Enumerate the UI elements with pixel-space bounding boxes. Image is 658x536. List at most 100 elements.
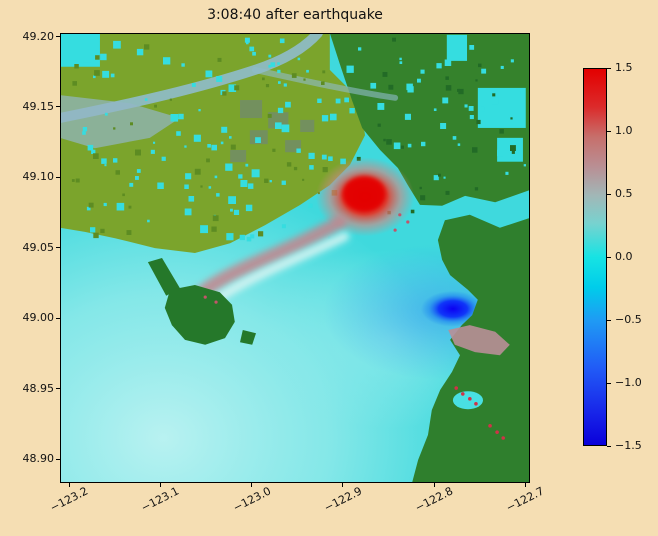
flood-speckles-nw [220,141,224,145]
tree-speckles-nw [130,122,133,126]
flood-speckles-ne [491,97,499,105]
flood-speckles-nw [239,234,245,241]
colorbar-tick-label: −1.5 [615,439,642,452]
uplift-core [342,176,386,213]
shoreline-specks-misc [406,220,410,224]
colorbar-tick-mark [607,445,611,447]
forest-speckles-ne [377,123,381,127]
flood-speckles-nw [335,98,341,104]
tree-speckles-nw [100,228,105,234]
flood-speckles-nw [247,183,254,189]
flood-speckles-nw [104,112,108,116]
flood-speckles-ne [358,47,362,51]
flood-speckles-nw [230,208,233,212]
urban-blocks [230,150,247,163]
forest-speckles-ne [474,187,479,191]
flood-speckles-ne [452,136,457,140]
forest-speckles-ne [510,117,513,120]
forest-speckles-ne [458,88,464,95]
flood-speckles-nw [308,152,315,159]
map-plot-area [60,33,530,483]
flood-speckles-ne [421,141,426,147]
colorbar-tick-mark [607,193,611,195]
flood-speckles-ne [464,104,468,108]
forest-speckles-ne [478,63,482,68]
forest-speckles-ne [476,119,481,125]
forest-speckles-ne [472,147,478,153]
y-tick-mark [56,388,60,390]
tree-speckles-nw [113,127,116,130]
flood-speckles-nw [250,234,255,239]
flood-speckles-nw [245,204,253,212]
forest-speckles-ne [419,186,422,190]
tree-speckles-nw [272,148,276,152]
flood-speckles-nw [113,40,121,49]
flood-speckles-nw [277,69,281,74]
tree-speckles-nw [126,230,132,235]
shoreline-specks-se [501,436,506,440]
flood-speckles-nw [136,169,141,173]
tree-speckles-nw [265,84,270,88]
drawdown-trough [420,290,485,327]
flood-speckles-nw [163,57,171,65]
flood-speckles-nw [281,180,286,185]
x-tick-mark [251,483,253,487]
flood-speckles-nw [170,114,179,122]
forest-speckles-ne [386,139,392,145]
y-tick-label: 48.90 [22,452,55,466]
tree-speckles-nw [230,144,236,150]
flood-speckles-ne [480,106,485,111]
shoreline-specks-misc [398,213,402,217]
lagoon [452,391,483,410]
flood-speckles-nw [129,182,134,187]
flood-speckles-nw [113,158,118,163]
flood-speckles-ne [469,45,475,50]
flood-speckles-nw [269,180,272,183]
flood-speckles-nw [176,131,181,136]
flood-speckles-nw [225,163,233,171]
flood-speckles-nw [216,76,223,82]
flooded-patches-ne [60,33,100,67]
flood-speckles-ne [407,143,412,148]
flood-speckles-nw [240,180,248,187]
shoreline-specks-se [474,402,478,406]
flood-speckles-nw [214,175,218,179]
flood-speckles-nw [278,81,281,84]
flood-speckles-nw [100,53,107,61]
flood-speckles-nw [91,149,96,154]
tree-speckles-nw [293,166,298,171]
flooded-lowland-se [448,325,510,356]
estuary-flats [60,95,180,149]
forest-speckles-ne [445,190,450,195]
flood-speckles-nw [246,236,252,242]
tree-speckles-nw [211,226,217,232]
y-tick-label: 49.10 [22,170,55,184]
flood-speckles-nw [233,209,240,215]
tree-speckles-nw [94,70,100,76]
flood-speckles-nw [191,83,196,87]
flood-speckles-nw [184,208,192,216]
forest-speckles-ne [510,145,516,151]
flood-speckles-ne [523,164,526,167]
tree-speckles-nw [144,44,150,50]
tree-speckles-nw [222,91,227,96]
forest-speckles-ne [392,37,396,42]
flood-speckles-nw [211,144,217,151]
tree-speckles-nw [212,215,219,222]
flood-speckles-nw [216,193,220,197]
flood-speckles-nw [344,97,349,103]
tsunami-heatmap [60,33,530,483]
flood-speckles-nw [321,154,327,160]
flood-speckles-ne [468,106,474,111]
y-tick-mark [56,458,60,460]
flood-speckles-ne [407,86,414,93]
tree-speckles-nw [128,205,132,209]
flood-speckles-nw [103,202,107,207]
flood-speckles-nw [101,158,107,164]
colorbar-tick-mark [607,382,611,384]
colorbar-tick-mark [607,256,611,258]
forest-speckles-ne [499,129,504,134]
flood-speckles-nw [246,41,249,45]
flood-speckles-nw [221,126,228,133]
urban-blocks [249,130,268,145]
